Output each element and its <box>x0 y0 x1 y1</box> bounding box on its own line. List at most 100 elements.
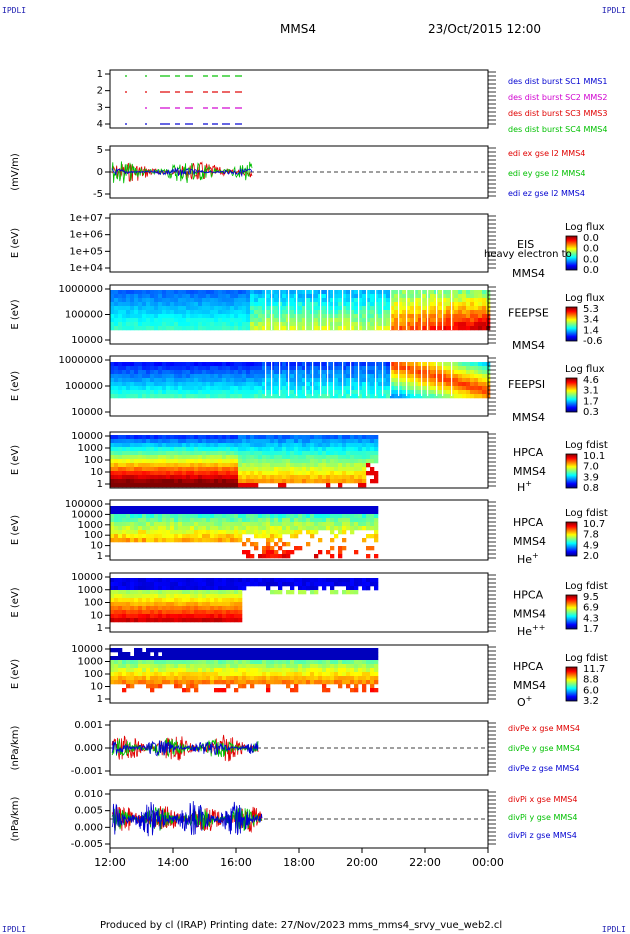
hpca_o-cell <box>370 668 375 673</box>
feepse-cell <box>190 326 195 331</box>
feepse-cell <box>354 314 359 319</box>
hpca_he-cell <box>330 554 335 559</box>
hpca_h-cell <box>250 479 255 484</box>
hpca_o-cell <box>134 660 139 665</box>
hpca_o-cell <box>282 680 287 685</box>
hpca_o-cell <box>190 652 195 657</box>
hpca_o-cell <box>226 664 231 669</box>
hpca_he-cell <box>242 506 247 511</box>
feepsi-cell <box>118 390 123 395</box>
feepsi-cell <box>358 362 363 367</box>
feepse-cell <box>322 306 327 311</box>
hpca_o-cell <box>290 652 295 657</box>
hpca_h-cell <box>246 447 251 452</box>
hpca_h-cell <box>338 463 343 468</box>
feepsi-cell <box>454 362 459 367</box>
hpca_he2-cell <box>258 578 263 583</box>
feepse-cell <box>206 318 211 323</box>
feepsi-cell <box>290 362 295 367</box>
hpca_o-cell <box>322 688 327 693</box>
hpca_o-cell <box>318 680 323 685</box>
hpca_o-cell <box>350 656 355 661</box>
hpca_he-cell <box>314 518 319 523</box>
feepse-cell <box>250 298 255 303</box>
feepsi-cell <box>266 382 271 387</box>
hpca_he-cell <box>298 546 303 551</box>
hpca_he-cell <box>214 538 219 543</box>
hpca_he-cell <box>346 526 351 531</box>
hpca_o-cell <box>162 660 167 665</box>
hpca_h-cell <box>254 479 259 484</box>
hpca_he-cell <box>258 510 263 515</box>
hpca_o-cell <box>334 668 339 673</box>
feepse-cell <box>162 306 167 311</box>
feepse-cell <box>226 326 231 331</box>
hpca_he2-cell <box>346 590 351 595</box>
feepsi-cell <box>178 390 183 395</box>
feepsi-cell <box>398 366 403 371</box>
hpca_h-cell <box>206 475 211 480</box>
hpca_h-cell <box>358 451 363 456</box>
hpca_he2-cell <box>142 606 147 611</box>
feepse-cell <box>190 302 195 307</box>
feepsi-cell <box>170 370 175 375</box>
feepsi-cell <box>174 382 179 387</box>
hpca_h-cell <box>362 483 367 488</box>
hpca_he-cell <box>190 506 195 511</box>
hpca_h-cell <box>238 439 243 444</box>
hpca_he-cell <box>166 538 171 543</box>
x-axis-tick-label: 00:00 <box>472 856 504 869</box>
hpca_o-cell <box>366 648 371 653</box>
hpca_he-cell <box>226 514 231 519</box>
feepsi-cell <box>370 374 375 379</box>
hpca_o-cell <box>170 660 175 665</box>
feepse-cell <box>458 298 463 303</box>
hpca_o-cell <box>186 688 191 693</box>
hpca_h-cell <box>130 447 135 452</box>
hpca_h-cell <box>358 471 363 476</box>
hpca_he-cell <box>278 546 283 551</box>
hpca_he-cell <box>134 522 139 527</box>
feepse-cell <box>350 314 355 319</box>
hpca_he2-cell <box>330 578 335 583</box>
feepse-cell <box>198 318 203 323</box>
feepse-cell <box>422 326 427 331</box>
hpca_h-cell <box>322 463 327 468</box>
hpca_h-cell <box>242 467 247 472</box>
hpca_o-cell <box>318 660 323 665</box>
hpca_h-cell <box>230 463 235 468</box>
feepse-cell <box>178 322 183 327</box>
feepsi-gap <box>390 362 392 396</box>
feepse-cell <box>382 294 387 299</box>
hpca_h-cell <box>186 463 191 468</box>
hpca_h-cell <box>318 435 323 440</box>
feepsi-cell <box>170 394 175 399</box>
feepsi-cell <box>314 378 319 383</box>
feepsi-cell <box>342 378 347 383</box>
feepse-cell <box>186 322 191 327</box>
feepsi-cell <box>478 370 483 375</box>
feepsi-cell <box>382 374 387 379</box>
hpca_he2-cell <box>142 610 147 615</box>
hpca_o-cell <box>258 648 263 653</box>
feepsi-cell <box>382 366 387 371</box>
feepsi-cell <box>398 390 403 395</box>
hpca_h-cell <box>210 467 215 472</box>
hpca_o-cell <box>154 676 159 681</box>
hpca_o-cell <box>194 688 199 693</box>
hpca_o-cell <box>342 648 347 653</box>
feepsi-cell <box>282 362 287 367</box>
hpca_h-cell <box>306 443 311 448</box>
feepsi-cbar-tick: 4.6 <box>583 375 599 386</box>
feepse-cell <box>126 306 131 311</box>
hpca_h-cell <box>126 463 131 468</box>
hpca_he-cell <box>262 530 267 535</box>
feepse-cell <box>402 326 407 331</box>
hpca_o-cell <box>342 652 347 657</box>
feepsi-cell <box>174 366 179 371</box>
feepse-cell <box>134 326 139 331</box>
hpca_o-ytick-label: 1 <box>97 694 103 705</box>
hpca_he-cell <box>162 538 167 543</box>
feepse-cell <box>366 298 371 303</box>
hpca_he2-cell <box>206 586 211 591</box>
